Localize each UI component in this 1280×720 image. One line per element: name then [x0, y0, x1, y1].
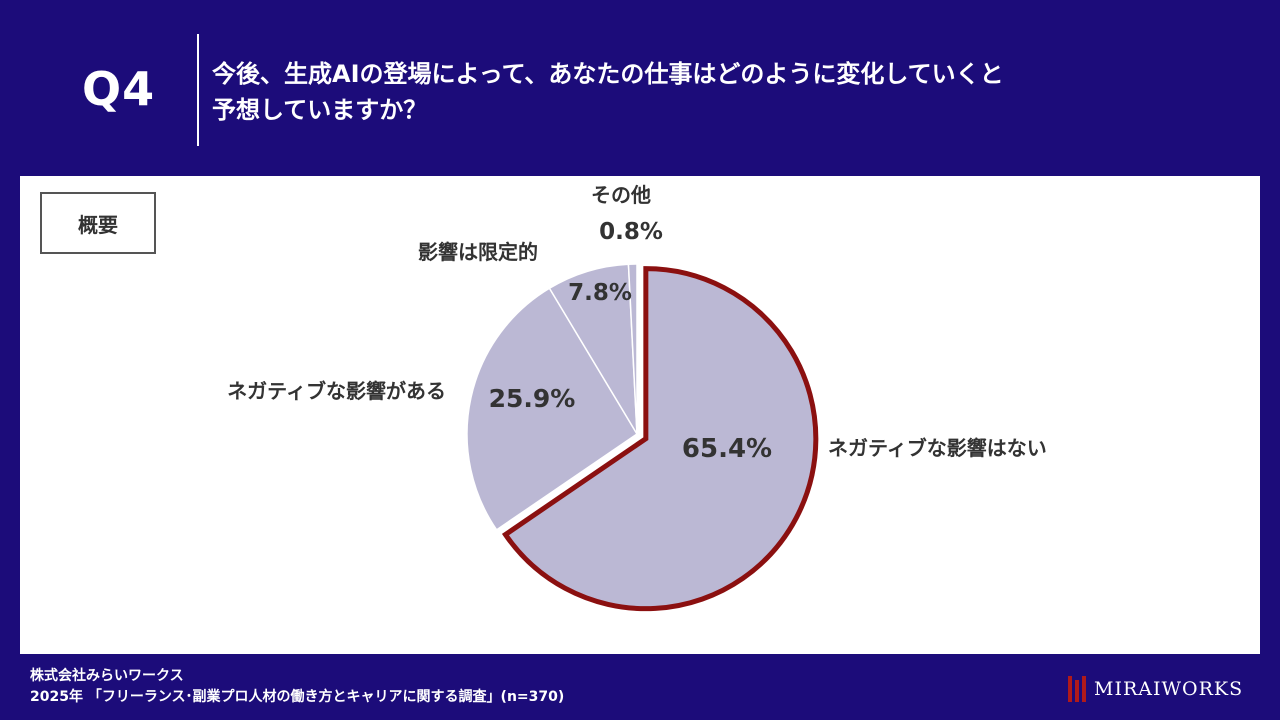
pie-value-label-1: 65.4%	[682, 434, 772, 464]
footer-survey: 2025年 「フリーランス･副業プロ人材の働き方とキャリアに関する調査」(n=3…	[30, 689, 565, 705]
footer-company: 株式会社みらいワークス	[30, 668, 184, 684]
pie-category-label-4: その他	[591, 183, 651, 207]
pie-value-label-2: 25.9%	[489, 384, 576, 413]
pie-slice-1	[501, 266, 819, 612]
pie-slice-4	[627, 263, 638, 435]
question-title: 今後、生成AIの登場によって、あなたの仕事はどのように変化していくと 予想してい…	[212, 56, 1112, 128]
pie-value-label-3: 7.8%	[568, 280, 632, 306]
question-title-line-1: 今後、生成AIの登場によって、あなたの仕事はどのように変化していくと	[212, 60, 1004, 88]
brand-mark-icon	[1068, 676, 1086, 702]
pie-chart: 65.4% ネガティブな影響はない 25.9% ネガティブな影響がある 7.8% 影響は限…	[227, 183, 1047, 612]
chart-panel: 概要 65.4% ネガティブな影響はない 25.9% ネガティブな影響がある 7.8% 影…	[20, 176, 1260, 654]
pie-value-label-4: 0.8%	[599, 219, 663, 245]
brand-logo: MIRAIWORKS	[1068, 674, 1268, 704]
brand-name: MIRAIWORKS	[1094, 678, 1244, 700]
pie-category-label-2: ネガティブな影響がある	[227, 379, 446, 403]
question-number: Q4	[82, 62, 156, 116]
question-title-line-2: 予想していますか？	[212, 96, 428, 124]
pie-slice-2	[466, 287, 639, 531]
footer-source: 株式会社みらいワークス 2025年 「フリーランス･副業プロ人材の働き方とキャリ…	[30, 666, 930, 708]
header-divider	[197, 34, 199, 146]
pie-category-label-3: 影響は限定的	[418, 240, 538, 264]
pie-category-label-1: ネガティブな影響はない	[828, 436, 1047, 460]
summary-label: 概要	[40, 192, 156, 254]
